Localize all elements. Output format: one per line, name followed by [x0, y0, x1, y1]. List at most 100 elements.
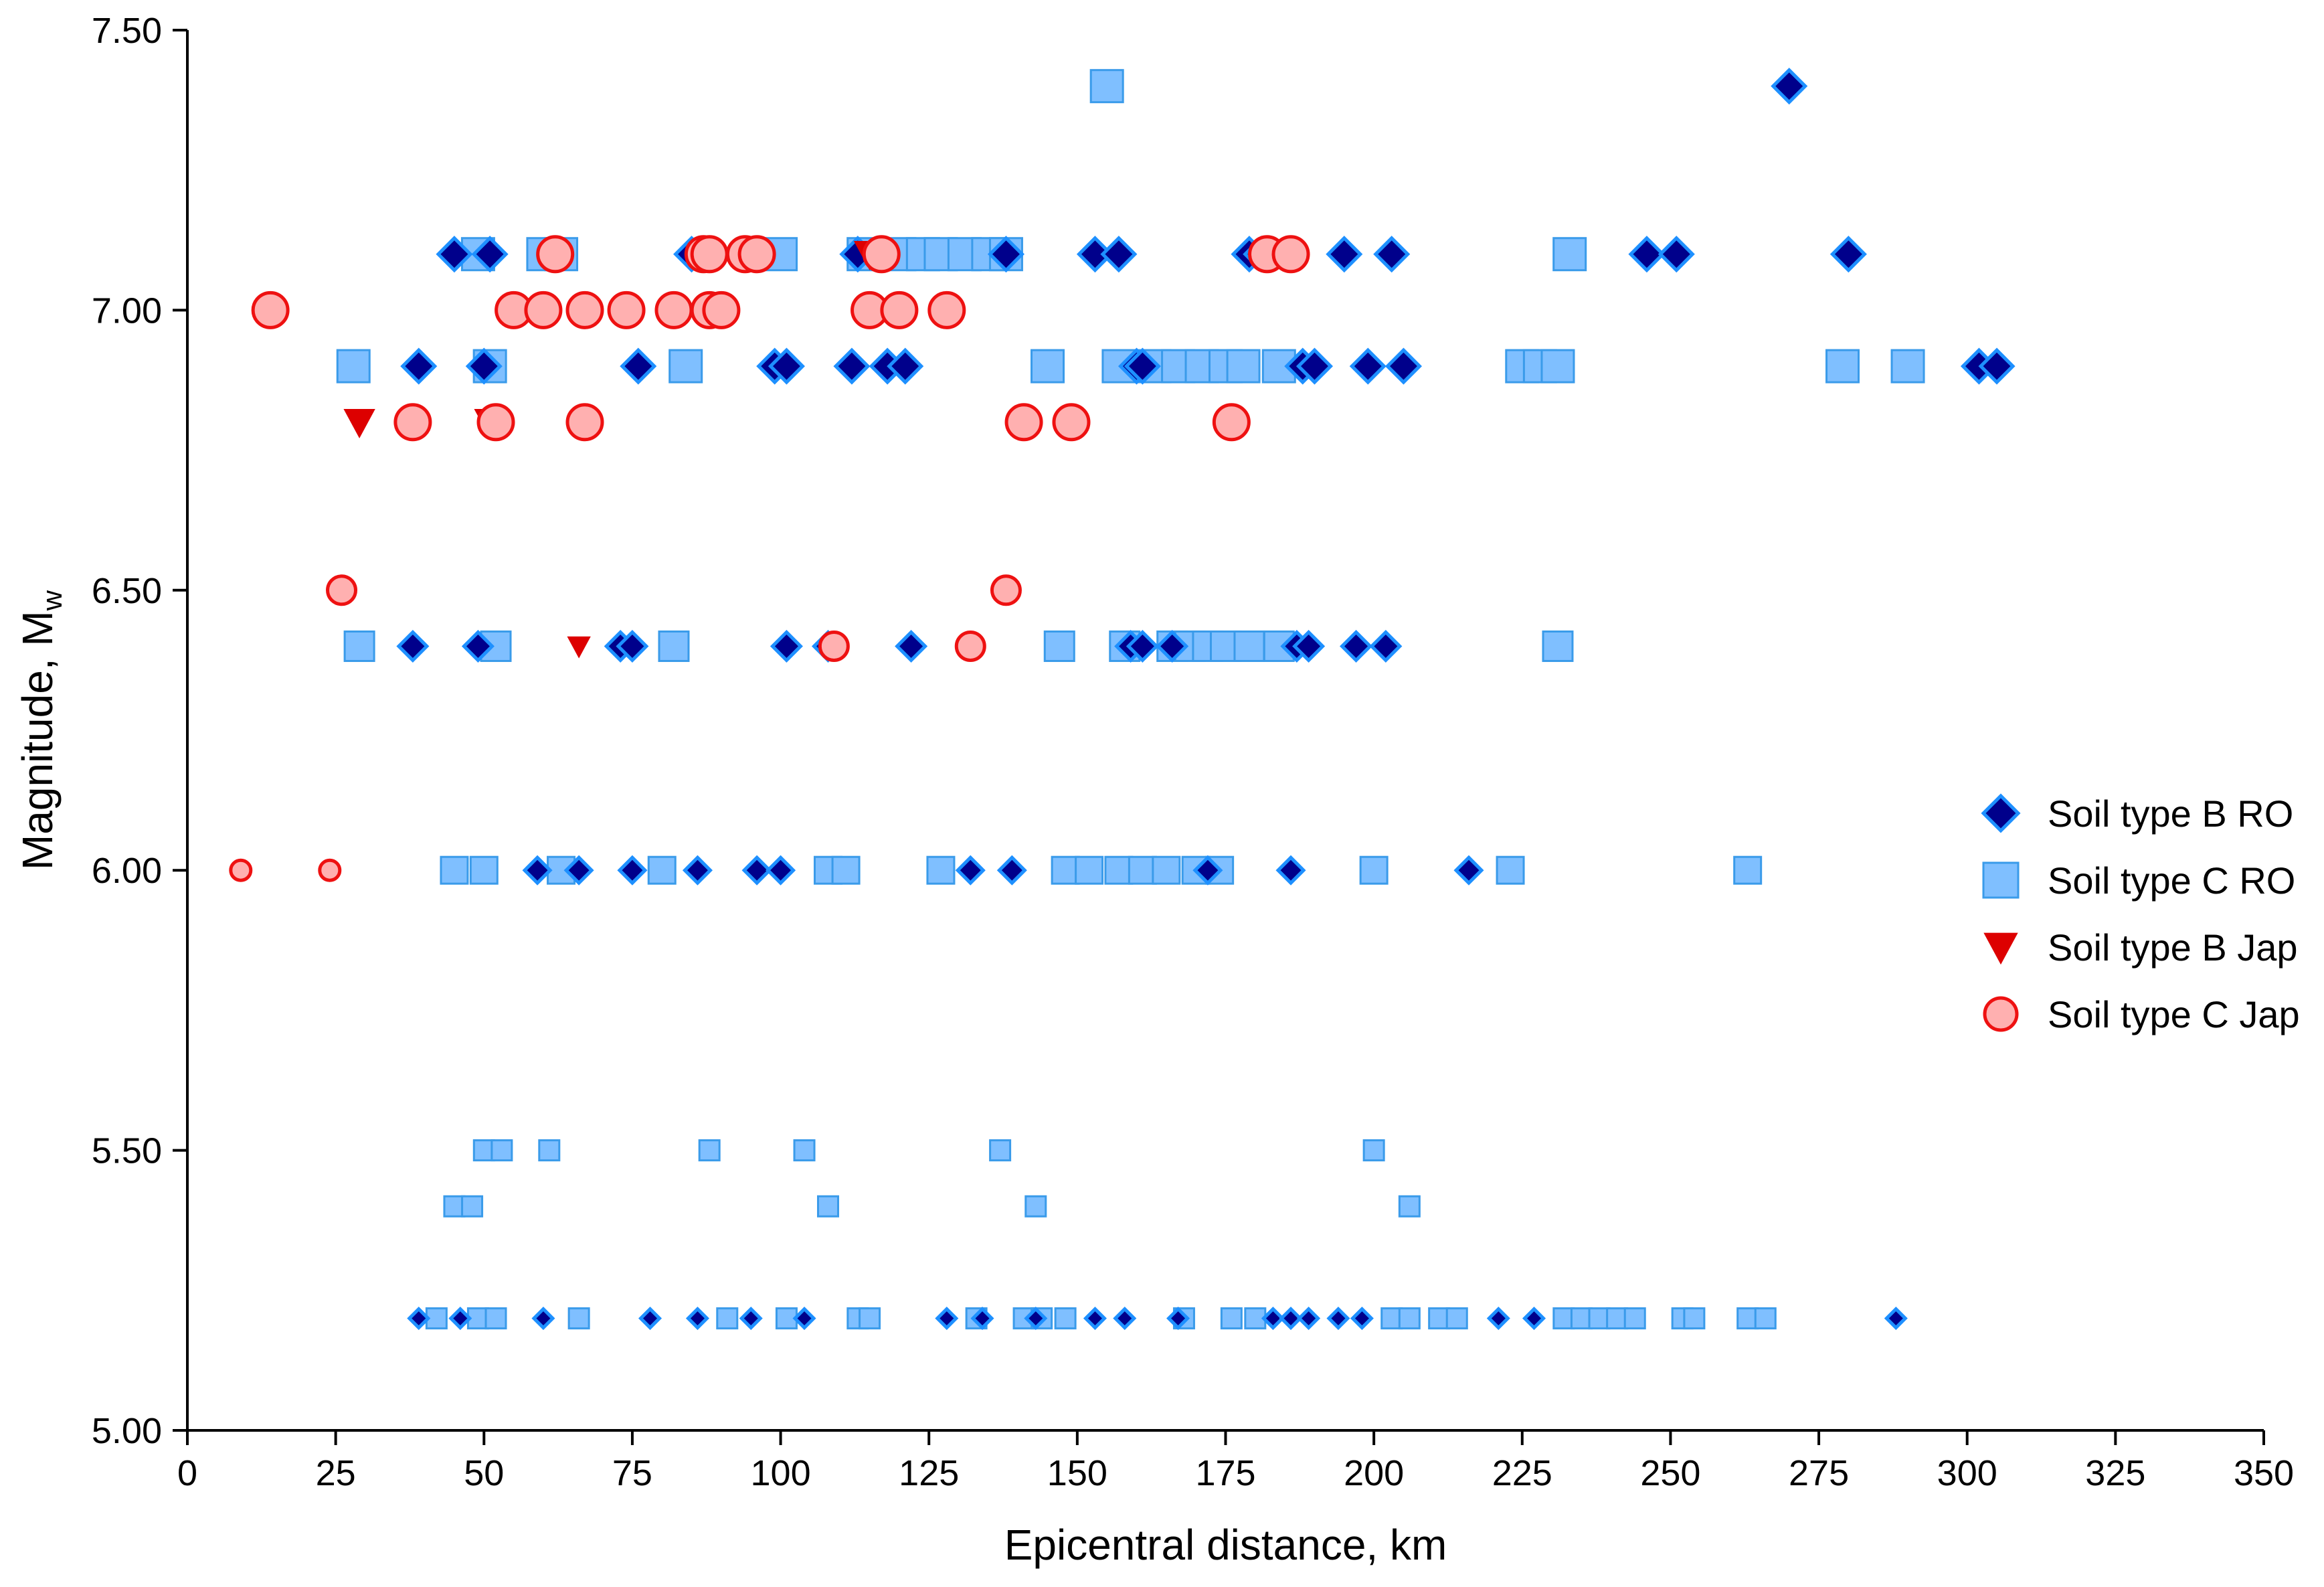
point-soil-type-c-jap — [862, 235, 901, 274]
point-soil-type-c-jap — [690, 235, 729, 274]
point-soil-type-c-ro — [716, 1307, 739, 1330]
point-soil-type-b-ro — [1156, 629, 1189, 663]
point-soil-type-b-ro — [1340, 629, 1373, 663]
point-soil-type-c-ro — [793, 1139, 816, 1162]
point-soil-type-b-ro — [682, 855, 713, 886]
x-tick-label: 0 — [177, 1453, 197, 1493]
y-tick-label: 7.50 — [92, 11, 162, 51]
x-tick-label: 225 — [1492, 1453, 1552, 1493]
point-soil-type-c-ro — [1398, 1195, 1421, 1218]
point-soil-type-c-jap — [607, 290, 646, 329]
point-soil-type-c-ro — [668, 349, 703, 384]
point-soil-type-b-ro — [407, 1307, 431, 1331]
point-soil-type-b-ro — [1292, 629, 1326, 663]
point-soil-type-c-ro — [1226, 349, 1261, 384]
point-soil-type-c-jap — [536, 235, 575, 274]
y-tick-label: 5.50 — [92, 1131, 162, 1171]
point-soil-type-c-jap — [880, 290, 919, 329]
point-soil-type-b-ro — [1126, 629, 1159, 663]
point-soil-type-b-ro — [465, 347, 503, 385]
point-soil-type-c-ro — [484, 1307, 507, 1330]
point-soil-type-c-ro — [1362, 1139, 1385, 1162]
point-soil-type-c-ro — [1890, 349, 1925, 384]
point-soil-type-b-ro — [1369, 629, 1403, 663]
point-soil-type-c-ro — [567, 1307, 590, 1330]
x-tick-label: 175 — [1195, 1453, 1255, 1493]
point-soil-type-c-ro — [1623, 1307, 1646, 1330]
point-soil-type-c-jap — [565, 290, 604, 329]
point-soil-type-b-ro — [1024, 1307, 1048, 1331]
x-tick-label: 350 — [2234, 1453, 2294, 1493]
point-soil-type-c-jap — [524, 290, 563, 329]
point-soil-type-c-ro — [1043, 630, 1075, 662]
point-soil-type-c-jap — [565, 403, 604, 442]
point-soil-type-c-ro — [647, 855, 677, 885]
point-soil-type-b-ro — [1279, 1307, 1303, 1331]
point-soil-type-b-ro — [638, 1307, 662, 1331]
point-soil-type-b-jap — [567, 636, 591, 659]
point-soil-type-c-ro — [461, 1195, 484, 1218]
point-soil-type-b-ro — [770, 629, 803, 663]
legend-label: Soil type B Jap — [2048, 926, 2298, 969]
point-soil-type-b-ro — [1326, 236, 1363, 273]
point-soil-type-c-ro — [926, 855, 956, 885]
point-soil-type-b-jap — [343, 409, 375, 438]
point-soil-type-b-ro — [1349, 347, 1387, 385]
point-soil-type-c-ro — [989, 1139, 1012, 1162]
data-points — [229, 68, 2016, 1331]
point-soil-type-b-ro — [1100, 236, 1138, 273]
point-soil-type-b-ro — [563, 855, 594, 886]
point-soil-type-c-jap — [1004, 403, 1043, 442]
legend-label: Soil type C RO — [2048, 859, 2295, 902]
point-soil-type-b-ro — [935, 1307, 959, 1331]
point-soil-type-b-ro — [522, 855, 553, 886]
point-soil-type-c-ro — [1825, 349, 1860, 384]
point-soil-type-b-ro — [1297, 1307, 1321, 1331]
point-soil-type-b-ro — [895, 629, 928, 663]
y-tick-label: 5.00 — [92, 1411, 162, 1451]
y-tick-label: 7.00 — [92, 290, 162, 331]
point-soil-type-b-ro — [1978, 347, 2016, 385]
point-soil-type-b-ro — [1326, 1307, 1350, 1331]
point-soil-type-c-ro — [1552, 237, 1587, 272]
point-soil-type-b-ro — [1522, 1307, 1546, 1331]
point-soil-type-b-ro — [685, 1307, 709, 1331]
point-soil-type-b-ro — [1384, 347, 1423, 385]
point-soil-type-c-jap — [229, 858, 253, 882]
point-soil-type-c-ro — [859, 1307, 881, 1330]
point-soil-type-c-ro — [1220, 1307, 1243, 1330]
point-soil-type-b-ro — [461, 629, 495, 663]
point-soil-type-b-ro — [768, 347, 805, 385]
point-soil-type-c-ro — [1754, 1307, 1777, 1330]
point-soil-type-b-ro — [833, 347, 871, 385]
point-soil-type-b-ro — [1884, 1307, 1908, 1331]
point-soil-type-c-jap — [251, 290, 290, 329]
point-soil-type-c-jap — [654, 290, 693, 329]
point-soil-type-c-ro — [336, 349, 371, 384]
point-soil-type-c-jap — [702, 290, 741, 329]
point-soil-type-c-ro — [1024, 1195, 1047, 1218]
point-soil-type-b-ro — [1275, 855, 1306, 886]
point-soil-type-b-ro — [531, 1307, 555, 1331]
point-soil-type-b-ro — [1295, 347, 1334, 385]
point-soil-type-c-ro — [1540, 349, 1575, 384]
point-soil-type-b-ro — [1192, 855, 1223, 886]
axes — [173, 29, 2265, 1445]
point-soil-type-b-ro — [1829, 236, 1867, 273]
x-tick-label: 100 — [751, 1453, 811, 1493]
legend-marker-square — [1982, 861, 2020, 899]
point-soil-type-c-ro — [1496, 855, 1525, 885]
point-soil-type-c-ro — [1398, 1307, 1421, 1330]
point-soil-type-c-ro — [1233, 630, 1265, 662]
point-soil-type-b-ro — [1453, 855, 1484, 886]
point-soil-type-b-ro — [1083, 1307, 1107, 1331]
point-soil-type-b-ro — [792, 1307, 816, 1331]
point-soil-type-b-ro — [617, 855, 648, 886]
point-soil-type-b-ro — [620, 347, 657, 385]
point-soil-type-c-jap — [393, 403, 432, 442]
point-soil-type-c-jap — [737, 235, 776, 274]
legend-label: Soil type C Jap — [2048, 993, 2300, 1035]
point-soil-type-c-ro — [343, 630, 375, 662]
point-soil-type-b-ro — [436, 236, 473, 273]
